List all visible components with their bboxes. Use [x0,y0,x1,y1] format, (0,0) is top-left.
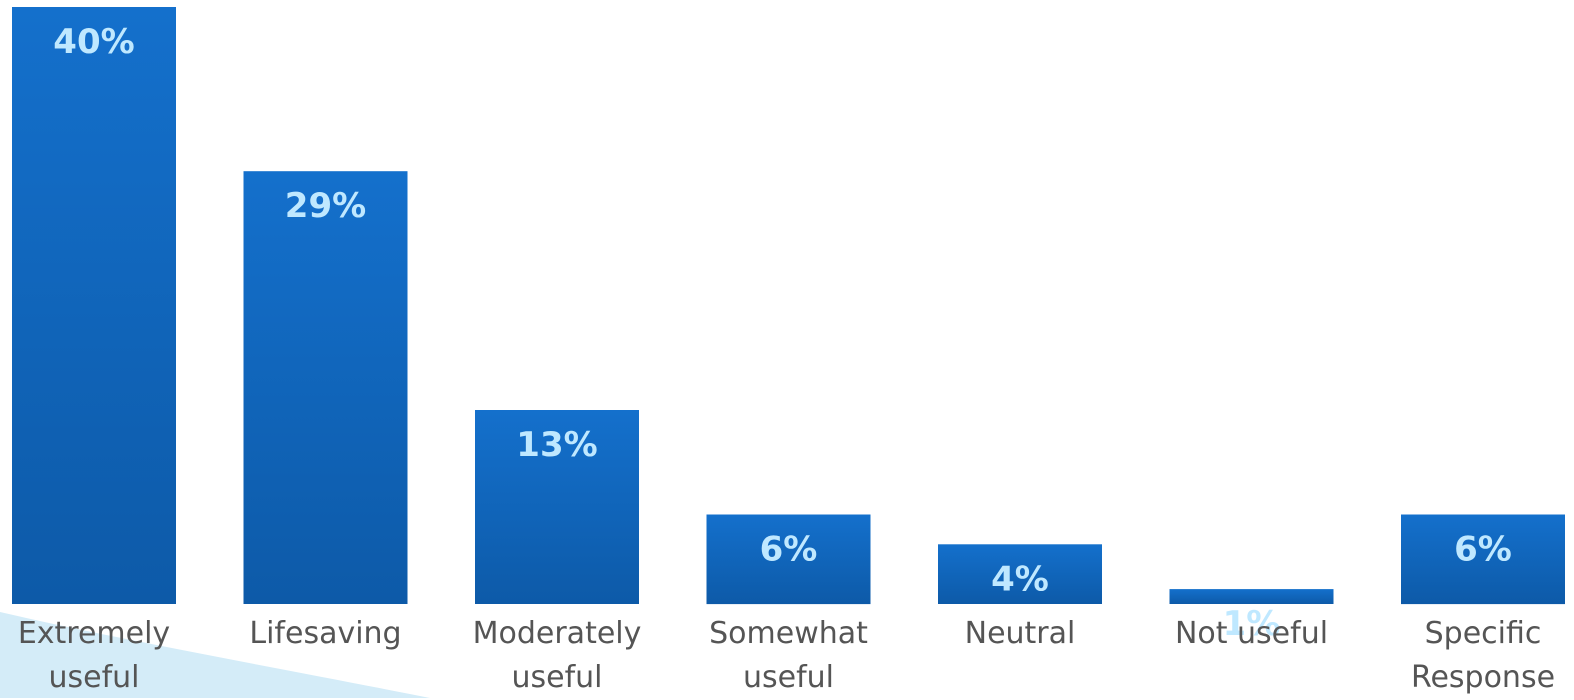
bar-3 [706,514,871,605]
category-label-1: Lifesaving [249,616,402,651]
bar-1 [243,171,408,604]
bar-4 [938,544,1102,604]
bar-0 [12,7,176,604]
category-label-0: Extremely useful [17,616,171,695]
bar-data-label-0: 40% [53,22,134,62]
bar-data-label-5: 1% [1223,604,1281,644]
bar-2 [475,410,639,604]
background-swoosh-shape [0,612,430,698]
bar-data-label-2: 13% [516,425,597,465]
category-label-6: Specific Response [1410,616,1556,695]
category-label-2: Moderately useful [472,616,642,695]
bars-group [12,7,1565,605]
category-label-4: Neutral [964,616,1076,651]
category-label-5: Not useful [1174,616,1329,651]
bar-data-label-4: 4% [991,559,1049,599]
category-label-3: Somewhat useful [709,616,868,695]
bar-data-label-3: 6% [760,530,818,570]
bar-6 [1401,514,1565,605]
bar-data-label-6: 6% [1454,530,1512,570]
data-labels-group: 40% 29% 13% 6% 4% 1% 6% [53,22,1512,644]
bar-5 [1169,589,1334,604]
bar-data-label-1: 29% [285,186,366,226]
